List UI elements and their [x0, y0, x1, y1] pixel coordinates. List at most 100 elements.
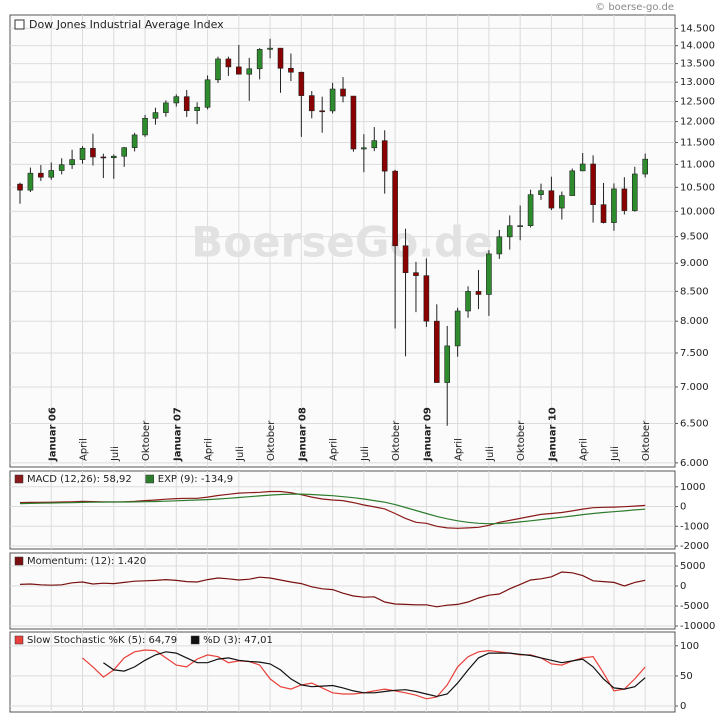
y-tick-label: 7.500: [680, 348, 709, 359]
candle-body: [183, 96, 190, 111]
candle-body: [204, 79, 211, 108]
candle-body: [433, 320, 440, 383]
y-tick-label: -10000: [680, 621, 715, 632]
candle-body: [590, 163, 596, 205]
series-line: [19, 571, 646, 608]
legend-swatch: [145, 474, 155, 484]
y-tick-label: 9.000: [680, 258, 709, 269]
y-tick-label: 50: [680, 671, 693, 682]
y-tick-label: 1000: [680, 482, 705, 493]
y-tick-label: 9.500: [680, 232, 709, 243]
legend-label: Slow Stochastic %K (5): 64,79: [27, 635, 177, 646]
candle-body: [58, 164, 65, 171]
y-tick-label: 13.500: [680, 59, 715, 70]
candle-body: [642, 158, 649, 175]
candle-body: [256, 49, 263, 70]
candle-body: [423, 275, 430, 322]
candle-body: [496, 236, 503, 255]
legend-label: Momentum: (12): 1.420: [27, 556, 146, 567]
x-tick-label: Januar 10: [547, 407, 558, 462]
y-tick-label: -2000: [680, 541, 709, 552]
candle-body: [246, 68, 253, 75]
legend-label: EXP (9): -134,9: [158, 474, 233, 485]
candle-body: [100, 156, 107, 159]
candle-body: [340, 88, 346, 97]
y-tick-label: 11.500: [680, 138, 715, 149]
candle-body: [548, 190, 555, 209]
candle-body: [27, 172, 34, 191]
candle-body: [319, 110, 325, 113]
candle-body: [559, 195, 565, 209]
candle-body: [38, 172, 44, 178]
candle-body: [361, 147, 367, 150]
y-tick-label: 12.000: [680, 117, 715, 128]
candle-body: [538, 190, 544, 195]
y-tick-label: 0: [680, 581, 686, 592]
y-tick-label: 10.000: [680, 206, 715, 217]
candle-body: [267, 47, 273, 50]
y-tick-label: 14.000: [680, 41, 715, 52]
candle-body: [600, 204, 607, 223]
candle-body: [454, 310, 461, 347]
x-tick-label: April: [579, 438, 590, 461]
candle-body: [48, 170, 55, 178]
y-tick-label: 8.000: [680, 316, 709, 327]
x-tick-label: Januar 06: [47, 407, 58, 462]
watermark: BoerseGo.de: [191, 218, 492, 267]
candle-body: [517, 225, 523, 227]
candle-body: [569, 170, 576, 196]
y-tick-label: 13.000: [680, 77, 715, 88]
x-tick-label: April: [79, 438, 90, 461]
candle-body: [215, 58, 221, 81]
candle-body: [527, 194, 534, 226]
candle-body: [631, 173, 638, 211]
panel-frame: [9, 631, 676, 713]
x-tick-label: April: [204, 438, 215, 461]
x-tick-label: Januar 09: [422, 407, 433, 462]
candle-body: [17, 183, 23, 191]
candle-body: [371, 140, 378, 149]
legend-label: %D (3): 47,01: [203, 635, 273, 646]
x-tick-label: Oktober: [266, 420, 277, 461]
candle-body: [308, 95, 315, 112]
y-tick-label: 100: [680, 641, 699, 652]
y-tick-label: 5000: [680, 561, 705, 572]
candle-body: [350, 95, 357, 150]
y-tick-label: 6.500: [680, 418, 709, 429]
x-tick-label: Juli: [360, 446, 371, 462]
candle-body: [110, 155, 117, 159]
x-tick-label: Oktober: [391, 420, 402, 461]
x-tick-label: Oktober: [516, 420, 527, 461]
candle-body: [79, 147, 86, 160]
chart-title: Dow Jones Industrial Average Index: [29, 18, 224, 31]
candle-body: [475, 291, 482, 295]
candle-body: [121, 147, 127, 157]
candle-body: [381, 140, 388, 172]
legend-swatch: [14, 556, 24, 566]
y-tick-label: 8.500: [680, 286, 709, 297]
candle-body: [69, 159, 75, 166]
candle-body: [611, 188, 617, 223]
candle-body: [90, 147, 96, 158]
x-tick-label: Januar 08: [297, 407, 308, 462]
x-tick-label: Juli: [235, 446, 246, 462]
candle-body: [277, 47, 284, 69]
candle-body: [621, 188, 628, 211]
y-tick-label: 12.500: [680, 96, 715, 107]
x-tick-label: Januar 07: [172, 407, 183, 462]
x-tick-label: Juli: [610, 446, 621, 462]
x-tick-label: April: [454, 438, 465, 461]
x-tick-label: Juli: [485, 446, 496, 462]
legend-swatch: [190, 635, 200, 645]
x-tick-label: Juli: [110, 446, 121, 462]
candle-body: [392, 170, 398, 247]
candle-body: [194, 106, 200, 111]
y-tick-label: 14.500: [680, 23, 715, 34]
candle-body: [152, 112, 159, 119]
candle-body: [298, 71, 305, 96]
y-tick-label: 0: [680, 701, 686, 712]
candle-body: [402, 245, 409, 273]
y-tick-label: -5000: [680, 601, 709, 612]
candle-body: [142, 117, 148, 136]
y-tick-label: 0: [680, 502, 686, 513]
